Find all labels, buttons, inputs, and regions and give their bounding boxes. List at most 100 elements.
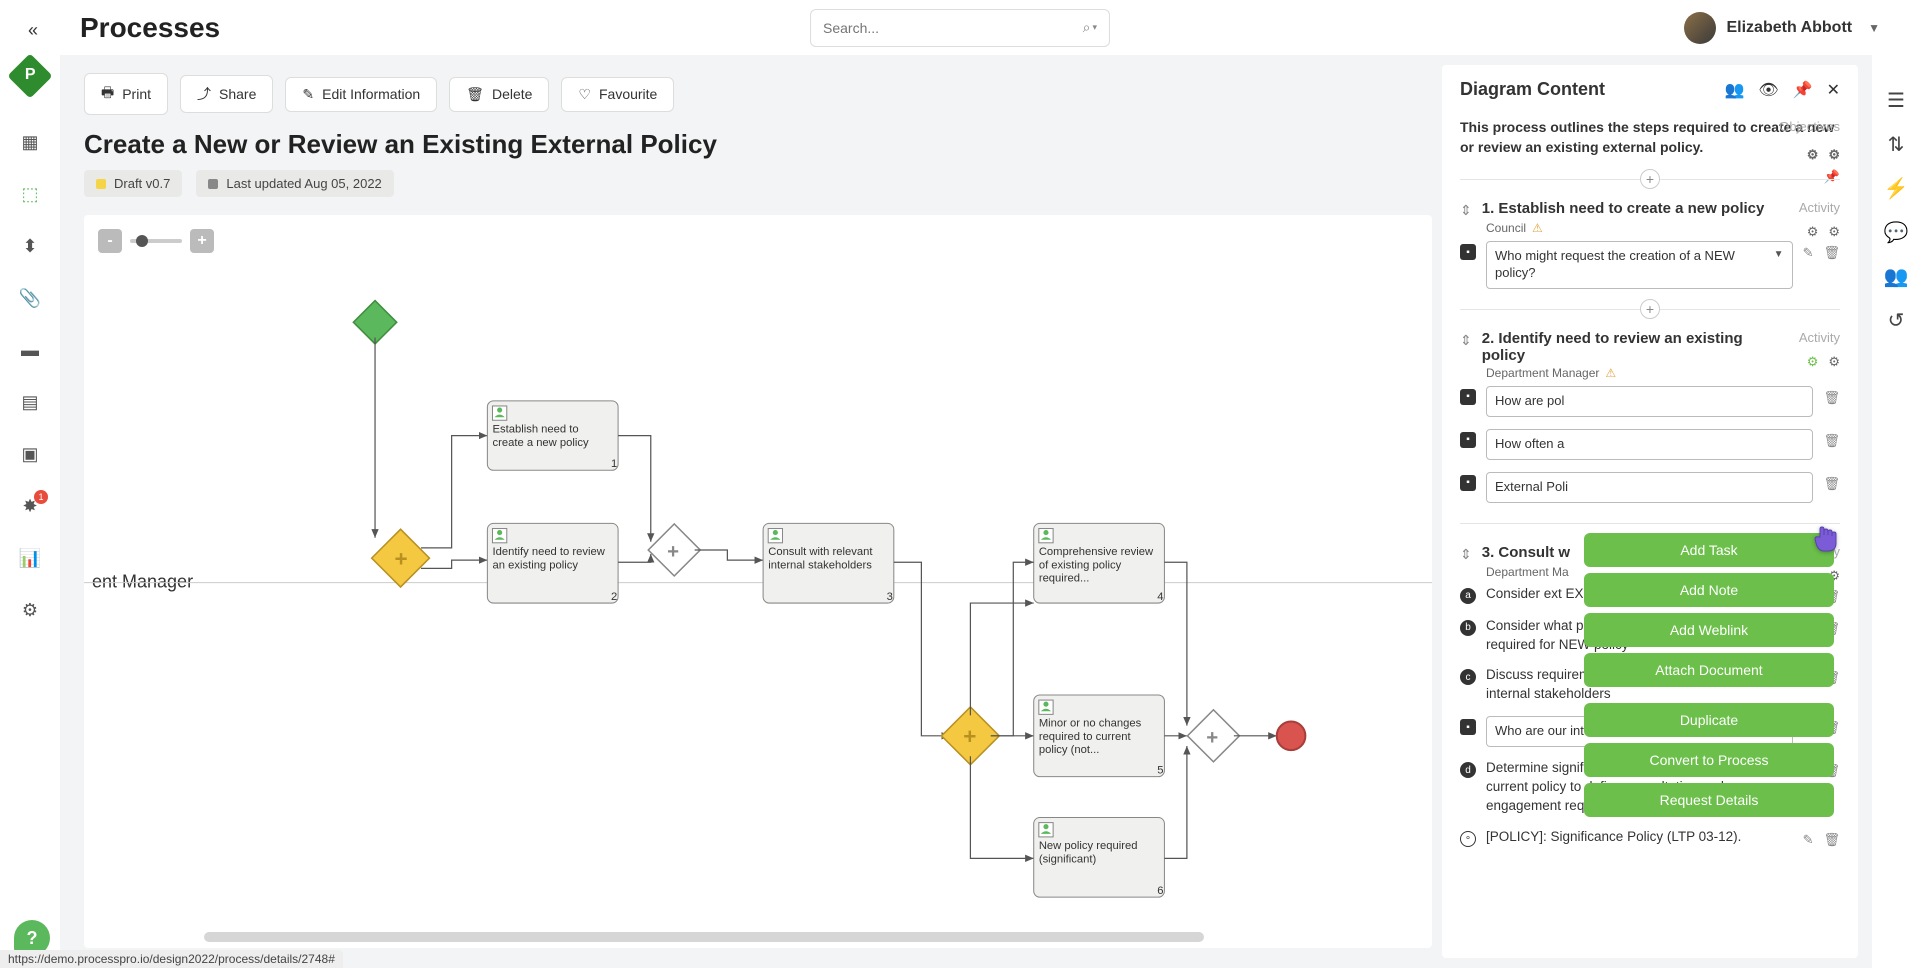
task6-label: New policy required (significant) [1039, 840, 1160, 867]
svg-text:+: + [667, 541, 679, 563]
task4-label: Comprehensive review of existing policy … [1039, 546, 1160, 586]
draft-label: Draft v0.7 [114, 176, 170, 191]
ctx-duplicate[interactable]: Duplicate [1584, 703, 1834, 737]
delete-button[interactable]: 🗑Delete [449, 77, 549, 112]
ctx-add-task[interactable]: Add Task [1584, 533, 1834, 567]
objectives-link[interactable]: Objectives [1779, 118, 1840, 136]
task5-label: Minor or no changes required to current … [1039, 717, 1160, 757]
nav-org-icon[interactable]: ⬍ [18, 234, 42, 258]
heart-icon: ♡ [578, 86, 591, 103]
s2-q1-del-icon[interactable]: 🗑 [1823, 390, 1840, 406]
share-button[interactable]: ⤴ Share [180, 75, 273, 113]
panel-close-icon[interactable]: ✕ [1827, 80, 1840, 100]
add-step-mid-button[interactable]: + [1640, 299, 1660, 319]
ctx-convert[interactable]: Convert to Process [1584, 743, 1834, 777]
s3-d-icon: d [1460, 762, 1476, 778]
task2-num: 2 [611, 591, 617, 603]
add-step-top-button[interactable]: + [1640, 169, 1660, 189]
step1-note-del-icon[interactable]: 🗑 [1823, 245, 1840, 261]
nav-library-icon[interactable]: ▤ [18, 390, 42, 414]
status-bar-url: https://demo.processpro.io/design2022/pr… [0, 950, 343, 968]
rail-menu-icon[interactable]: ☰ [1884, 88, 1908, 112]
panel-people-icon[interactable]: 👥 [1724, 80, 1744, 100]
share-icon: ⤴ [197, 84, 211, 104]
step2-drag-icon[interactable]: ⇕ [1460, 332, 1472, 349]
search-box[interactable]: ⌕▾ [810, 9, 1110, 47]
favourite-button[interactable]: ♡Favourite [561, 77, 674, 112]
rail-comment-icon[interactable]: 💬 [1884, 220, 1908, 244]
rail-bolt-icon[interactable]: ⚡ [1884, 176, 1908, 200]
desc-pin-icon[interactable]: 📌 [1824, 168, 1840, 186]
updated-pill: Last updated Aug 05, 2022 [196, 170, 393, 197]
updated-dot-icon [208, 179, 218, 189]
nav-diagram-icon[interactable]: ⬚ [18, 182, 42, 206]
nav-badge: 1 [34, 490, 48, 504]
main-area: 🖶Print ⤴Share ✎Edit Information 🗑Delete … [60, 55, 1872, 968]
step1-note-edit-icon[interactable]: ✎ [1803, 245, 1814, 261]
ctx-request[interactable]: Request Details [1584, 783, 1834, 817]
step1-note-bullet-icon: ▪ [1460, 244, 1476, 260]
collapse-nav-icon[interactable]: « [28, 20, 38, 41]
s2-q2[interactable]: How often a [1486, 429, 1813, 460]
panel-pin-icon[interactable]: 📌 [1793, 80, 1813, 100]
print-label: Print [122, 86, 151, 102]
s2-q1[interactable]: How are pol [1486, 386, 1813, 417]
edit-info-button[interactable]: ✎Edit Information [285, 77, 437, 112]
diagram-content-panel: Diagram Content 👥 👁 📌 ✕ This process out… [1442, 65, 1858, 958]
bpmn-end-event[interactable] [1277, 722, 1306, 751]
search-input[interactable] [823, 20, 1083, 36]
s3-c-icon: c [1460, 669, 1476, 685]
step2-adjust-icon[interactable]: ⚙ [1807, 354, 1819, 370]
rail-swap-icon[interactable]: ⇅ [1884, 132, 1908, 156]
desc-settings-icon[interactable]: ⚙ [1807, 146, 1819, 164]
step1-warn-icon: ⚠ [1532, 221, 1543, 235]
share-label: Share [219, 86, 256, 102]
rail-history-icon[interactable]: ↺ [1884, 308, 1908, 332]
draft-dot-icon [96, 179, 106, 189]
nav-attach-icon[interactable]: 📎 [18, 286, 42, 310]
ctx-add-weblink[interactable]: Add Weblink [1584, 613, 1834, 647]
s2-b3-icon: ▪ [1460, 475, 1476, 491]
s3-link-del-icon[interactable]: 🗑 [1823, 832, 1840, 848]
nav-calendar-icon[interactable]: ▣ [18, 442, 42, 466]
nav-settings-icon[interactable]: ⚙ [18, 598, 42, 622]
bpmn-start-event[interactable] [353, 301, 396, 344]
ctx-add-note[interactable]: Add Note [1584, 573, 1834, 607]
step2-title[interactable]: 2. Identify need to review an existing p… [1482, 330, 1789, 364]
s3-link-text[interactable]: [POLICY]: Significance Policy (LTP 03-12… [1486, 828, 1793, 847]
s3-b-icon: b [1460, 620, 1476, 636]
desc-gear-icon[interactable]: ⚙ [1828, 146, 1840, 164]
user-menu[interactable]: Elizabeth Abbott ▼ [1684, 12, 1880, 44]
canvas-scrollbar[interactable] [204, 932, 1204, 942]
step1-drag-icon[interactable]: ⇕ [1460, 202, 1472, 219]
task1-label: Establish need to create a new policy [492, 423, 613, 450]
left-nav-rail: ▦ ⬚ ⬍ 📎 ▬ ▤ ▣ ✸1 📊 ⚙ [0, 0, 60, 968]
app-logo-icon[interactable] [7, 53, 52, 98]
task2-label: Identify need to review an existing poli… [492, 546, 613, 573]
step1-note-select[interactable]: Who might request the creation of a NEW … [1486, 241, 1793, 289]
updated-label: Last updated Aug 05, 2022 [226, 176, 381, 191]
nav-folder-icon[interactable]: ▬ [18, 338, 42, 362]
search-icon[interactable]: ⌕▾ [1083, 19, 1097, 36]
s2-q3-del-icon[interactable]: 🗑 [1823, 476, 1840, 492]
diagram-canvas[interactable]: - + ent Manager + Establish need to crea… [84, 215, 1432, 948]
print-button[interactable]: 🖶Print [84, 73, 168, 115]
step3-drag-icon[interactable]: ⇕ [1460, 546, 1472, 563]
rail-people-icon[interactable]: 👥 [1884, 264, 1908, 288]
step2-warn-icon: ⚠ [1605, 366, 1616, 380]
s2-q3[interactable]: External Poli [1486, 472, 1813, 503]
s3-link-edit-icon[interactable]: ✎ [1803, 832, 1814, 848]
right-tool-rail: ☰ ⇅ ⚡ 💬 👥 ↺ [1872, 78, 1920, 332]
step3-role: Department Ma [1486, 565, 1569, 579]
s2-q2-del-icon[interactable]: 🗑 [1823, 433, 1840, 449]
task5-num: 5 [1157, 765, 1163, 777]
step2-gear-icon[interactable]: ⚙ [1828, 354, 1840, 370]
s3-a-icon: a [1460, 588, 1476, 604]
step1-title[interactable]: 1. Establish need to create a new policy [1482, 200, 1789, 217]
nav-dashboard-icon[interactable]: ▦ [18, 130, 42, 154]
panel-eye-icon[interactable]: 👁 [1758, 80, 1778, 100]
nav-notify-icon[interactable]: ✸1 [18, 494, 42, 518]
nav-reports-icon[interactable]: 📊 [18, 546, 42, 570]
step1-note-text: Who might request the creation of a NEW … [1495, 248, 1735, 280]
ctx-attach-doc[interactable]: Attach Document [1584, 653, 1834, 687]
